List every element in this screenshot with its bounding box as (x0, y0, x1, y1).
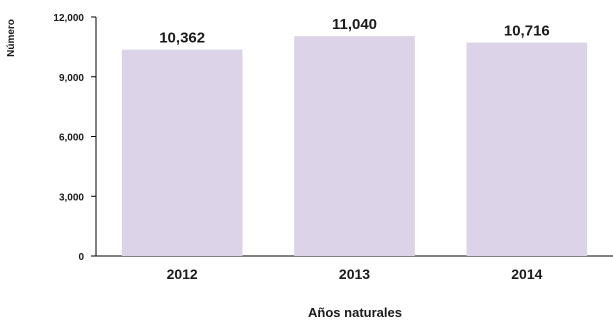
x-tick-label: 2013 (339, 266, 370, 282)
data-label-2013: 11,040 (332, 16, 377, 33)
y-tick-label: 12,000 (53, 13, 84, 24)
x-ticks: 2012 2013 2014 (167, 266, 543, 282)
bars: 10,362 11,040 10,716 (121, 16, 588, 257)
data-label-2012: 10,362 (159, 30, 205, 47)
x-tick-label: 2012 (167, 266, 198, 282)
y-tick-label: 3,000 (59, 192, 84, 203)
y-ticks: 0 3,000 6,000 9,000 12,000 (53, 13, 96, 263)
bar-2014 (466, 42, 588, 257)
y-tick-label: 0 (78, 252, 84, 263)
bar-2012 (121, 49, 243, 256)
y-tick-label: 9,000 (59, 73, 84, 84)
y-tick-label: 6,000 (59, 133, 84, 144)
x-axis-label: Años naturales (308, 305, 402, 320)
data-label-2014: 10,716 (504, 23, 550, 40)
bar-2013 (294, 36, 415, 257)
y-axis-label: Número (6, 19, 17, 57)
x-tick-label: 2014 (511, 266, 542, 282)
